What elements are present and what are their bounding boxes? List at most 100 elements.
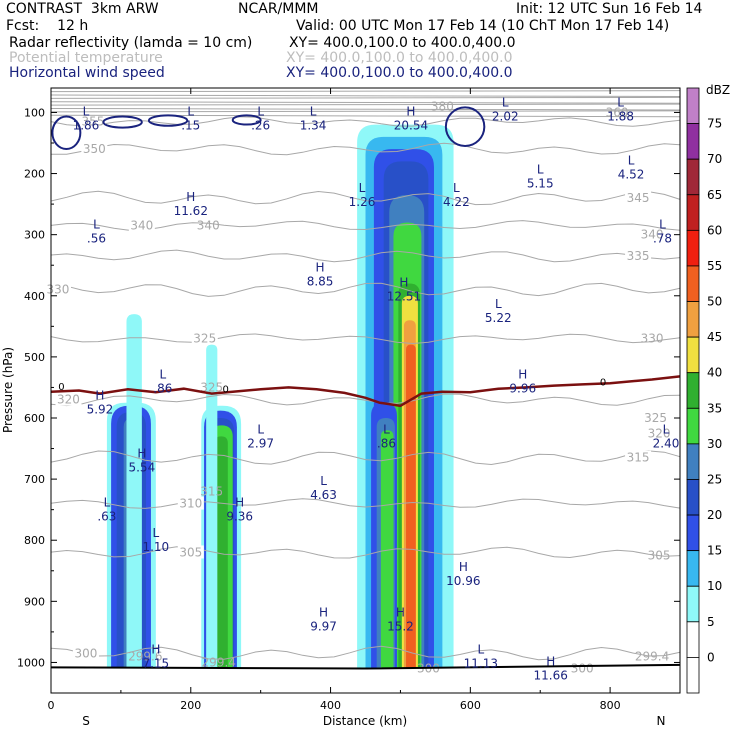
freezing-level-label-2: 0 xyxy=(600,377,606,388)
colorbar-swatch-35 xyxy=(686,372,700,409)
wind-extremum-low-marker: L xyxy=(152,526,159,540)
wind-extremum-value: 11.13 xyxy=(464,656,498,670)
wind-extremum-value: 1.34 xyxy=(300,119,327,133)
wind-speed-contour-2 xyxy=(147,114,189,127)
wind-extremum-high-marker: H xyxy=(316,260,325,274)
wind-extremum-high-marker: H xyxy=(459,560,468,574)
colorbar-swatch-50 xyxy=(686,265,700,302)
init-time: Init: 12 UTC Sun 16 Feb 14 xyxy=(516,1,703,17)
colorbar-swatch-70 xyxy=(686,123,700,160)
field-theta-name: Potential temperature xyxy=(9,50,163,66)
theta-label-bg xyxy=(128,218,155,232)
freezing-level: 0 0 0 xyxy=(50,375,681,408)
colorbar-label-5: 5 xyxy=(707,615,715,629)
freezing-level-label-1: 0 xyxy=(223,385,229,396)
wind-extremum-high-marker: H xyxy=(399,276,408,290)
colorbar-swatch-15 xyxy=(686,514,700,552)
x-axis-label: Distance (km) xyxy=(323,714,407,728)
x-tick-label: 200 xyxy=(180,699,201,712)
x-tick-label: 800 xyxy=(600,699,621,712)
colorbar-label-30: 30 xyxy=(707,437,722,451)
theta-label-bg xyxy=(72,646,99,660)
wind-extremum-low-marker: L xyxy=(663,422,670,436)
theta-line-305 xyxy=(50,546,681,559)
x-end-label-north: N xyxy=(657,714,666,728)
theta-value-label-340: 340 xyxy=(197,219,220,233)
wind-extremum-low-marker: L xyxy=(359,181,366,195)
wind-extremum-high-marker: H xyxy=(186,190,195,204)
freezing-level-label-0: 0 xyxy=(58,382,64,393)
wind-extremum-low-marker: L xyxy=(502,95,509,109)
fcst-value: 12 h xyxy=(57,18,89,34)
wind-extremum-value: 4.52 xyxy=(618,167,645,181)
colorbar-swatch-below xyxy=(686,657,700,694)
y-tick-label: 300 xyxy=(24,229,45,242)
ground-surface-line xyxy=(50,663,681,670)
wind-extremum-value: 9.97 xyxy=(310,620,337,634)
wind-extremum-low-marker: L xyxy=(187,105,194,119)
colorbar-label-25: 25 xyxy=(707,472,722,486)
wind-extremum-high-marker: H xyxy=(151,642,160,656)
y-tick-label: 500 xyxy=(24,351,45,364)
field-wind-xy: XY= 400.0,100.0 to 400.0,400.0 xyxy=(286,65,513,81)
wind-extremum-high-marker: H xyxy=(95,389,104,403)
theta-line-label-345: 345 xyxy=(627,191,650,205)
colorbar-unit: dBZ xyxy=(706,83,730,97)
wind-extremum-value: 9.96 xyxy=(509,381,536,395)
field-reflectivity-name: Radar reflectivity (lamda = 10 cm) xyxy=(9,35,253,51)
theta-value-label-299.4: 299.4 xyxy=(202,655,236,669)
theta-line-label-325: 325 xyxy=(193,332,216,346)
wind-extremum-value: .78 xyxy=(653,232,672,246)
theta-line-strat xyxy=(50,110,681,113)
theta-line-label-350: 350 xyxy=(83,142,106,156)
wind-extremum-value: .15 xyxy=(181,119,200,133)
colorbar-swatch-40 xyxy=(686,336,700,374)
theta-value-label-320: 320 xyxy=(648,426,671,440)
colorbar-label-45: 45 xyxy=(707,330,722,344)
colorbar-label-15: 15 xyxy=(707,544,722,558)
y-tick-label: 700 xyxy=(24,473,45,486)
theta-label-bg xyxy=(625,249,652,263)
colorbar-swatch-45 xyxy=(686,301,700,338)
wind-extremum-value: 5.22 xyxy=(485,311,512,325)
wind-extremum-low-marker: L xyxy=(257,422,264,436)
wind-extremum-value: 20.54 xyxy=(394,119,428,133)
org-label: NCAR/MMM xyxy=(238,1,319,17)
wind-extremum-low-marker: L xyxy=(310,105,317,119)
wind-extremum-value: 5.54 xyxy=(128,461,155,475)
theta-line-label-340: 340 xyxy=(130,219,153,233)
wind-speed-contour-3 xyxy=(231,114,262,126)
colorbar-swatch-10 xyxy=(686,550,700,587)
wind-extremum-low-marker: L xyxy=(257,105,264,119)
theta-label-bg xyxy=(55,392,82,406)
theta-line-strat xyxy=(50,103,681,106)
x-end-label-south: S xyxy=(82,714,90,728)
reflectivity-cell-3-lower-30dbz xyxy=(380,430,394,669)
colorbar-swatch-60 xyxy=(686,194,700,231)
wind-extremum-high-marker: H xyxy=(396,606,405,620)
wind-extremum-value: 1.86 xyxy=(73,119,100,133)
theta-value-label-299.6: 299.6 xyxy=(128,649,162,663)
fcst-label: Fcst: xyxy=(6,18,40,34)
theta-line-345 xyxy=(50,190,681,206)
wind-speed-contour-0 xyxy=(51,115,82,150)
wind-extremum-value: 1.88 xyxy=(607,109,634,123)
colorbar-label-20: 20 xyxy=(707,508,722,522)
wind-extremum-high-marker: H xyxy=(319,606,328,620)
theta-label-bg xyxy=(79,114,106,128)
field-wind-name: Horizontal wind speed xyxy=(9,65,165,81)
wind-extremum-low-marker: L xyxy=(453,181,460,195)
colorbar-swatch-55 xyxy=(686,229,700,267)
theta-line-label-315: 315 xyxy=(627,451,650,465)
wind-extremum-low-marker: L xyxy=(104,496,111,510)
colorbar-swatch-65 xyxy=(686,158,700,196)
wind-extremum-value: 8.85 xyxy=(307,274,334,288)
colorbar-label-65: 65 xyxy=(707,188,722,202)
y-tick-label: 800 xyxy=(24,534,45,547)
model-name: CONTRAST xyxy=(6,1,82,17)
theta-line-label-330: 330 xyxy=(47,283,70,297)
valid-time: Valid: 00 UTC Mon 17 Feb 14 (10 ChT Mon … xyxy=(296,18,670,34)
colorbar-swatch-5 xyxy=(686,585,700,623)
wind-speed-contour-1 xyxy=(102,115,143,129)
